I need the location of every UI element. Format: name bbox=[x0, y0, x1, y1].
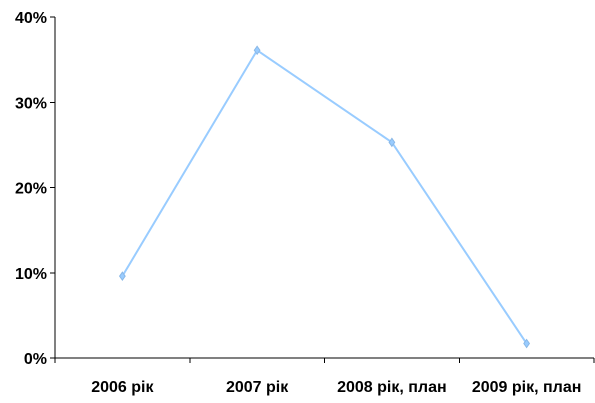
y-tick-label: 40% bbox=[15, 10, 47, 27]
y-tick-label: 0% bbox=[24, 351, 47, 368]
x-tick-label: 2008 рік, план bbox=[337, 379, 447, 396]
x-tick-label: 2007 рік bbox=[226, 379, 289, 396]
series-group bbox=[118, 45, 531, 349]
data-point-marker bbox=[388, 137, 396, 148]
axes bbox=[54, 17, 594, 359]
x-axis-ticks: 2006 рік 2007 рік 2008 рік, план 2009 рік, … bbox=[54, 358, 595, 396]
y-tick-label: 10% bbox=[15, 266, 47, 283]
y-axis-ticks: 0% 10% 20% 30% 40% bbox=[15, 10, 55, 368]
data-point-marker bbox=[118, 271, 126, 282]
y-tick-label: 30% bbox=[15, 95, 47, 112]
y-tick-label: 20% bbox=[15, 181, 47, 198]
series-line bbox=[121, 48, 528, 345]
data-point-marker bbox=[523, 338, 531, 349]
data-point-marker bbox=[253, 45, 261, 56]
x-tick-label: 2006 рік bbox=[91, 379, 154, 396]
x-tick-label: 2009 рік, план bbox=[472, 379, 582, 396]
